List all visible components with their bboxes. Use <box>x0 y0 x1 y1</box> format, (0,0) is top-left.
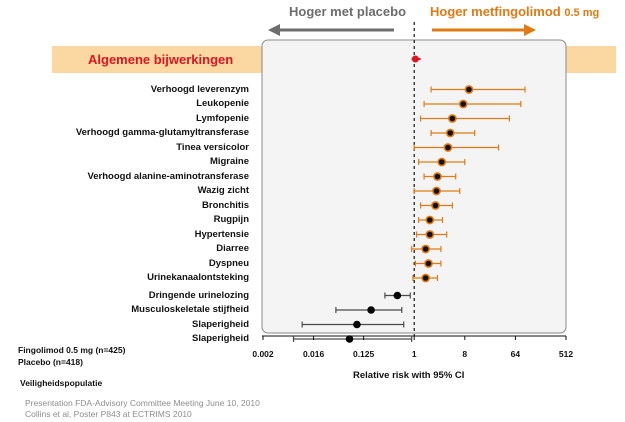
row-label: Bronchitis <box>202 199 249 211</box>
row-label: Lymfopenie <box>196 112 249 124</box>
rr-point <box>443 143 453 152</box>
x-tick-label: 512 <box>558 349 574 359</box>
arrow-right-icon <box>432 24 536 36</box>
row-label: Hypertensie <box>194 228 249 240</box>
x-tick-label: 1 <box>411 349 417 359</box>
rr-point <box>431 201 440 210</box>
x-tick-label: 8 <box>462 349 468 359</box>
header-higher-fingolimod: Hoger metfingolimod 0.5 mg <box>430 4 599 19</box>
rr-point <box>458 99 468 109</box>
legend-fingolimod: Fingolimod 0.5 mg (n=425) <box>18 345 126 355</box>
row-label: Dringende urinelozing <box>148 289 249 301</box>
rr-point <box>367 306 375 314</box>
rr-point <box>437 157 447 167</box>
header-higher-placebo: Hoger met placebo <box>289 4 407 19</box>
rr-point <box>433 172 442 181</box>
row-label: Verhoogd gamma-glutamyltransferase <box>75 127 249 138</box>
row-label: Musculoskeletale stijfheid <box>131 304 249 315</box>
rr-point <box>424 259 433 268</box>
row-label: Diarree <box>216 243 249 254</box>
row-label: Urinekanaalontsteking <box>147 272 249 283</box>
rr-point <box>421 244 431 254</box>
rr-point <box>425 215 435 225</box>
rr-point <box>447 114 457 123</box>
x-axis-label: Relative risk with 95% CI <box>353 370 465 381</box>
rr-point <box>445 128 455 138</box>
row-label: Slaperigheid <box>191 318 249 330</box>
x-tick-label: 0.016 <box>302 349 325 359</box>
row-label: Leukopenie <box>196 98 249 109</box>
header-fingolimod-dose: 0.5 mg <box>564 7 600 19</box>
x-tick-label: 64 <box>510 349 521 359</box>
row-label: Dyspneu <box>208 257 249 269</box>
row-label: Slaperigheid <box>191 333 249 344</box>
rr-point <box>353 320 361 329</box>
legend-placebo: Placebo (n=418) <box>18 357 83 367</box>
row-label: Migraine <box>209 156 249 167</box>
rr-point <box>425 230 435 239</box>
population-note: Veiligheidspopulatie <box>20 378 103 388</box>
row-label: Verhoogd alanine-aminotransferase <box>87 170 249 182</box>
rr-point <box>432 186 441 196</box>
row-label: Verhoogd leverenzym <box>150 83 249 95</box>
source-line-2: Collins et al, Poster P843 at ECTRIMS 20… <box>25 409 192 419</box>
summary-point <box>411 55 419 63</box>
x-tick-label: 0.125 <box>352 349 375 359</box>
x-tick-label: 0.002 <box>252 349 274 359</box>
rr-point <box>345 335 354 343</box>
row-label: Tinea versicolor <box>176 141 249 153</box>
row-label: Wazig zicht <box>197 185 249 196</box>
source-line-1: Presentation FDA-Advisory Committee Meet… <box>25 398 260 408</box>
rr-point <box>393 291 402 300</box>
arrow-left-icon <box>268 24 394 36</box>
rr-point <box>464 85 474 94</box>
row-label: Rugpijn <box>213 214 249 225</box>
banner-label: Algemene bijwerkingen <box>88 52 234 67</box>
header-fingolimod-label: Hoger metfingolimod <box>430 4 561 19</box>
rr-point <box>421 273 431 283</box>
